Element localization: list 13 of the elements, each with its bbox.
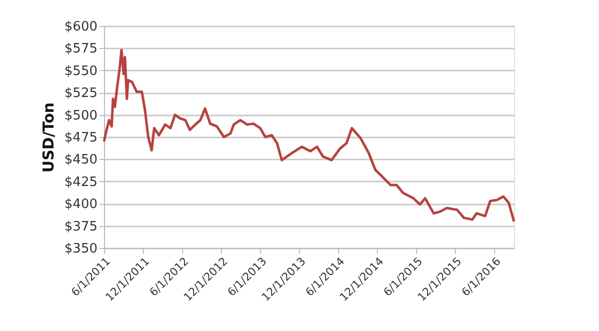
y-tick-label: $550: [64, 64, 98, 79]
y-tick-label: $350: [64, 242, 98, 256]
y-axis-title: USD/Ton: [39, 102, 58, 173]
y-tick-label: $400: [64, 197, 98, 212]
y-tick-label: $425: [64, 174, 98, 190]
y-tick-label: $475: [64, 130, 98, 146]
y-tick-label: $525: [64, 86, 98, 102]
y-tick-label: $575: [64, 42, 98, 57]
y-tick-label: $500: [64, 108, 98, 124]
line-series: [102, 48, 516, 223]
y-tick-label: $375: [64, 219, 98, 234]
y-tick-label: $600: [64, 20, 98, 34]
y-tick-label: $450: [64, 152, 98, 168]
